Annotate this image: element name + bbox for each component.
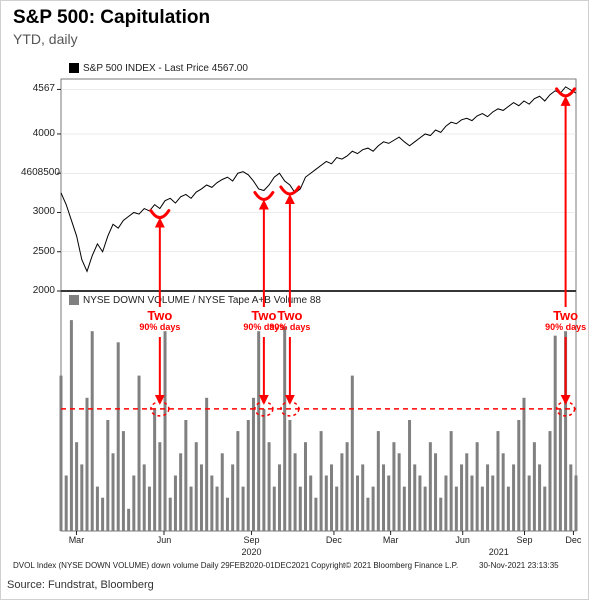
footer-left: DVOL Index (NYSE DOWN VOLUME) down volum… [13, 561, 309, 570]
x-month-tick: Sep [244, 535, 260, 545]
upper-ytick: 4567 [21, 83, 55, 94]
x-month-tick: Mar [69, 535, 85, 545]
chart-plot [1, 1, 589, 601]
upper-ytick: 4000 [21, 128, 55, 139]
x-month-tick: Mar [383, 535, 399, 545]
x-year-tick: 2021 [489, 547, 509, 557]
annotation: Two90% days [260, 309, 320, 332]
annotation-big: Two [260, 309, 320, 323]
chart-source: Source: Fundstrat, Bloomberg [7, 579, 154, 591]
upper-ytick: 2500 [21, 246, 55, 257]
annotation: Two90% days [130, 309, 190, 332]
annotation-big: Two [536, 309, 589, 323]
x-month-tick: Sep [516, 535, 532, 545]
x-month-tick: Jun [455, 535, 470, 545]
annotation-big: Two [130, 309, 190, 323]
annotation-small: 90% days [260, 323, 320, 332]
annotation: Two90% days [536, 309, 589, 332]
x-month-tick: Dec [326, 535, 342, 545]
footer-right: 30-Nov-2021 23:13:35 [479, 561, 559, 570]
annotation-small: 90% days [536, 323, 589, 332]
annotation-small: 90% days [130, 323, 190, 332]
upper-ytick: 4608500 [21, 167, 55, 178]
upper-ytick: 3000 [21, 206, 55, 217]
x-month-tick: Jun [157, 535, 172, 545]
upper-ytick: 2000 [21, 285, 55, 296]
x-month-tick: Dec [565, 535, 581, 545]
x-year-tick: 2020 [242, 547, 262, 557]
footer-center: Copyright© 2021 Bloomberg Finance L.P. [311, 561, 458, 570]
